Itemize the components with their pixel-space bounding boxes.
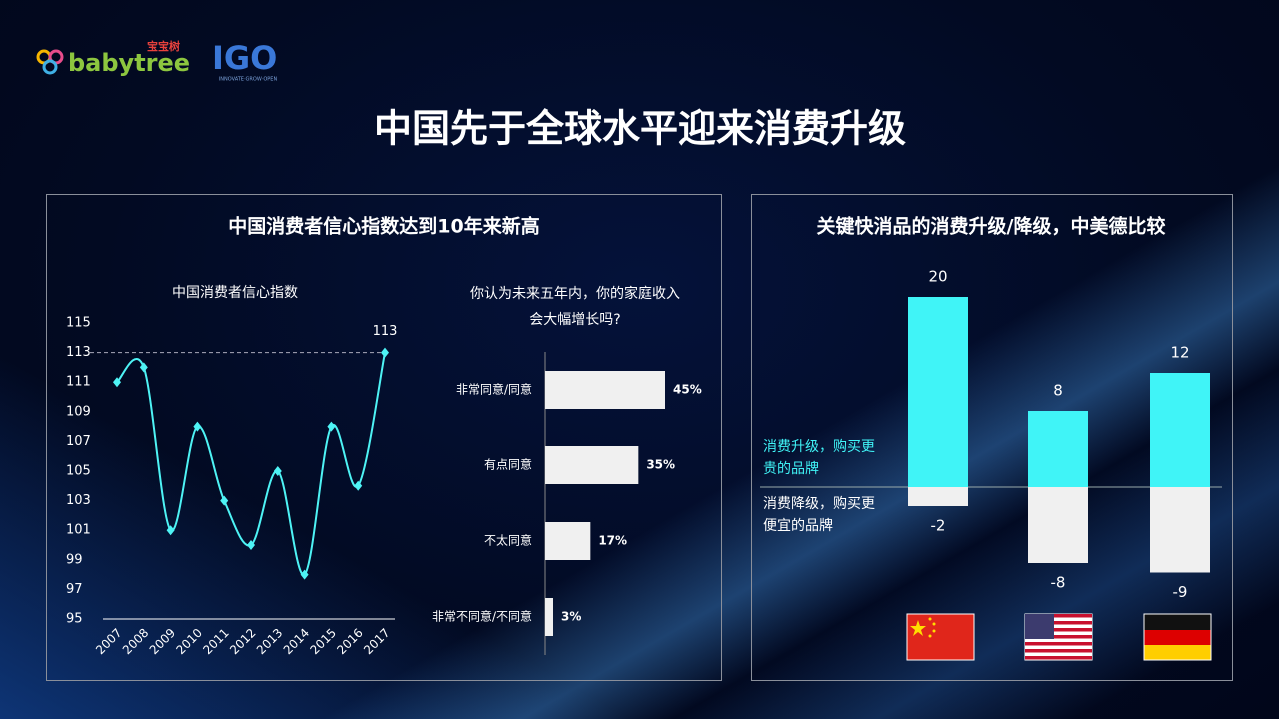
x-tick-label: 2013	[254, 626, 285, 657]
flag-usa	[1024, 613, 1093, 661]
bar	[1150, 487, 1210, 573]
logo-text: babytree	[68, 49, 190, 77]
panel-frame	[46, 194, 722, 681]
x-tick-label: 2014	[281, 626, 312, 657]
chart-title: 你认为未来五年内，你的家庭收入	[470, 285, 680, 302]
logo-tagline: INNOVATE·GROW·OPEN	[219, 77, 278, 83]
igo-logo: IGO INNOVATE·GROW·OPEN	[212, 39, 277, 83]
bar	[908, 297, 968, 487]
line	[116, 352, 386, 576]
bar	[545, 598, 553, 636]
category-label: 有点同意	[484, 457, 532, 472]
panel-title: 中国消费者信心指数达到10年来新高	[228, 215, 539, 238]
marker	[247, 540, 255, 550]
marker	[300, 569, 309, 580]
marker	[381, 347, 389, 358]
data-label: -2	[931, 517, 946, 535]
bar	[545, 371, 665, 409]
slide-title: 中国先于全球水平迎来消费升级	[374, 107, 906, 151]
legend-entry: 消费升级，购买更贵的品牌	[763, 439, 875, 477]
marker	[166, 525, 175, 536]
data-label: 17%	[598, 534, 627, 548]
x-tick-label: 2016	[334, 626, 365, 657]
x-tick-label: 2007	[93, 626, 124, 657]
y-tick-label: 113	[66, 345, 91, 360]
bar	[545, 446, 639, 484]
x-tick-label: 2011	[200, 626, 231, 657]
chart-title: 中国消费者信心指数	[172, 285, 298, 301]
data-label: -9	[1173, 583, 1188, 601]
bar	[1150, 373, 1210, 487]
data-label: 3%	[561, 610, 581, 624]
marker	[139, 362, 148, 373]
y-tick-label: 103	[66, 493, 91, 508]
x-tick-label: 2012	[227, 626, 258, 657]
data-label: 45%	[673, 383, 702, 397]
panel-frame	[751, 194, 1233, 681]
flag-china	[906, 613, 975, 661]
y-tick-label: 99	[66, 552, 83, 567]
flag-germany	[1143, 613, 1212, 661]
bar	[545, 522, 591, 560]
y-tick-label: 111	[66, 375, 91, 390]
y-tick-label: 97	[66, 582, 83, 597]
marker	[354, 480, 363, 491]
legend-entry: 消费降级，购买更便宜的品牌	[763, 496, 875, 534]
logo-text: IGO	[212, 39, 277, 77]
marker	[327, 421, 336, 432]
bar	[908, 487, 968, 506]
y-tick-label: 107	[66, 434, 91, 449]
category-label: 非常不同意/不同意	[432, 609, 532, 624]
x-tick-label: 2015	[307, 626, 338, 657]
x-tick-label: 2009	[147, 626, 178, 657]
data-label: 35%	[646, 458, 675, 472]
category-label: 不太同意	[484, 533, 532, 548]
y-tick-label: 115	[66, 316, 91, 331]
babytree-logo: babytree 宝宝树	[36, 39, 190, 77]
data-label: 8	[1053, 382, 1063, 400]
data-label: -8	[1051, 574, 1066, 592]
marker	[273, 466, 282, 476]
x-tick-label: 2010	[173, 626, 204, 657]
y-tick-label: 109	[66, 404, 91, 419]
data-label: 113	[373, 324, 398, 339]
y-tick-label: 101	[66, 523, 91, 538]
marker	[220, 495, 229, 506]
y-tick-label: 105	[66, 464, 91, 479]
category-label: 非常同意/同意	[456, 382, 532, 397]
chart-title: 会大幅增长吗?	[529, 312, 620, 328]
data-label: 12	[1170, 344, 1189, 362]
marker	[113, 377, 121, 388]
y-tick-label: 95	[66, 612, 83, 627]
marker	[193, 421, 202, 432]
data-label: 20	[928, 268, 947, 286]
panel-title: 关键快消品的消费升级/降级，中美德比较	[817, 215, 1166, 238]
logo-text: 宝宝树	[147, 39, 180, 53]
bar	[1028, 411, 1088, 487]
bar	[1028, 487, 1088, 563]
x-tick-label: 2008	[120, 626, 151, 657]
x-tick-label: 2017	[361, 626, 392, 657]
